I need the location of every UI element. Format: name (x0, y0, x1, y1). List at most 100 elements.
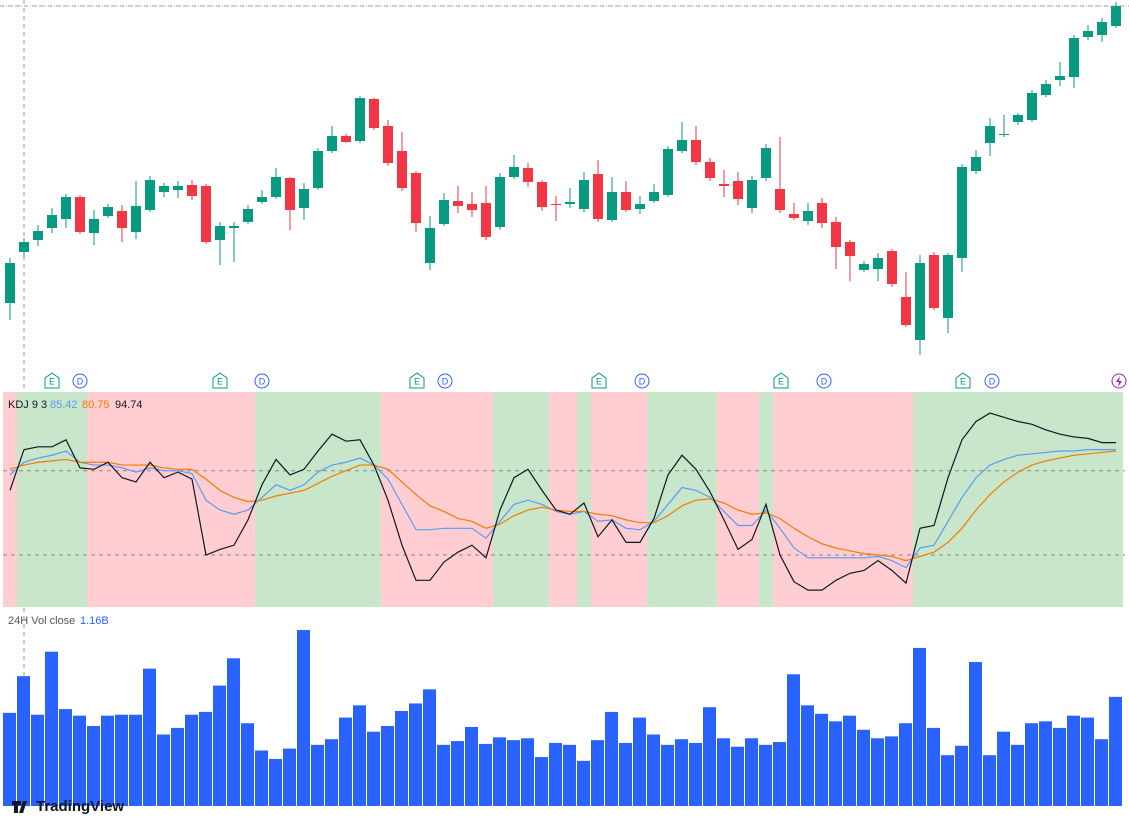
event-label: D (259, 376, 266, 386)
volume-bar (129, 714, 142, 806)
candle-body (19, 242, 29, 252)
kdj-zone (311, 392, 325, 607)
kdj-zone (619, 392, 633, 607)
candle-body (201, 186, 211, 242)
kdj-zone (913, 392, 927, 607)
candle-body (971, 157, 981, 171)
candle-body (761, 148, 771, 178)
volume-bar (801, 705, 814, 806)
volume-bar (619, 742, 632, 806)
price-panel (0, 2, 1129, 355)
kdj-zone (969, 392, 983, 607)
candle-body (257, 197, 267, 202)
candle-body (145, 180, 155, 210)
event-icon (72, 373, 88, 389)
kdj-title: KDJ 9 3 (8, 399, 47, 411)
kdj-zone (703, 392, 717, 607)
kdj-zone (745, 392, 759, 607)
candle-body (719, 184, 729, 186)
kdj-zone (255, 392, 269, 607)
volume-bar (689, 742, 702, 806)
kdj-zone (899, 392, 913, 607)
candle-body (425, 228, 435, 263)
candle-body (551, 204, 561, 205)
kdj-zone (115, 392, 129, 607)
kdj-zone (479, 392, 493, 607)
candle-body (1097, 22, 1107, 35)
volume-bar (1095, 739, 1108, 806)
candle-body (1111, 6, 1121, 26)
candle-body (1013, 115, 1023, 122)
kdj-zone (339, 392, 353, 607)
kdj-zone (871, 392, 885, 607)
volume-bar (73, 715, 86, 806)
volume-bar (381, 726, 394, 806)
kdj-zone (997, 392, 1011, 607)
volume-bar (675, 739, 688, 806)
lightning-icon (1111, 373, 1127, 389)
logo: TradingView (12, 798, 124, 815)
kdj-zone (885, 392, 899, 607)
candle-body (1069, 38, 1079, 77)
kdj-zone (157, 392, 171, 607)
candle-body (495, 177, 505, 227)
kdj-zone (857, 392, 871, 607)
volume-bar (213, 685, 226, 806)
candle-body (705, 162, 715, 178)
volume-bar (703, 707, 716, 806)
kdj-zone (227, 392, 241, 607)
volume-bar (45, 651, 58, 806)
volume-bar (423, 689, 436, 806)
candle-body (33, 231, 43, 240)
kdj-zone (185, 392, 199, 607)
volume-bar (255, 750, 268, 806)
candle-body (159, 186, 169, 192)
candle-body (341, 136, 351, 142)
kdj-zone (535, 392, 549, 607)
candle-body (985, 126, 995, 143)
event-icon (955, 372, 971, 389)
candle-body (635, 204, 645, 209)
kdj-zone (423, 392, 437, 607)
kdj-zone (927, 392, 941, 607)
kdj-zone (367, 392, 381, 607)
kdj-zone (59, 392, 73, 607)
kdj-zone (759, 392, 773, 607)
volume-bar (787, 674, 800, 806)
volume-bar (927, 727, 940, 806)
volume-bar (465, 726, 478, 806)
event-icon (984, 373, 1000, 389)
branding: TradingView (36, 798, 124, 815)
kdj-zone (493, 392, 507, 607)
kdj-zone (675, 392, 689, 607)
kdj-zone (213, 392, 227, 607)
kdj-zone (31, 392, 45, 607)
candle-body (453, 201, 463, 206)
volume-bar (283, 748, 296, 806)
kdj-zone (549, 392, 563, 607)
volume-bar (59, 709, 72, 806)
candle-body (887, 251, 897, 284)
volume-bar (717, 738, 730, 806)
kdj-zone (17, 392, 31, 607)
volume-bar (913, 647, 926, 806)
volume-bar (1109, 696, 1122, 806)
kdj-zone (633, 392, 647, 607)
candle-body (131, 206, 141, 232)
candle-body (271, 177, 281, 197)
kdj-zone (1067, 392, 1081, 607)
candle-body (173, 186, 183, 190)
kdj-zone (171, 392, 185, 607)
kdj-zone (661, 392, 675, 607)
kdj-panel (3, 392, 1125, 607)
kdj-zone (941, 392, 955, 607)
event-icon (816, 373, 832, 389)
candle-body (649, 192, 659, 201)
candle-body (929, 255, 939, 308)
volume-bar (1011, 744, 1024, 806)
volume-bar (395, 710, 408, 806)
kdj-zone (1039, 392, 1053, 607)
